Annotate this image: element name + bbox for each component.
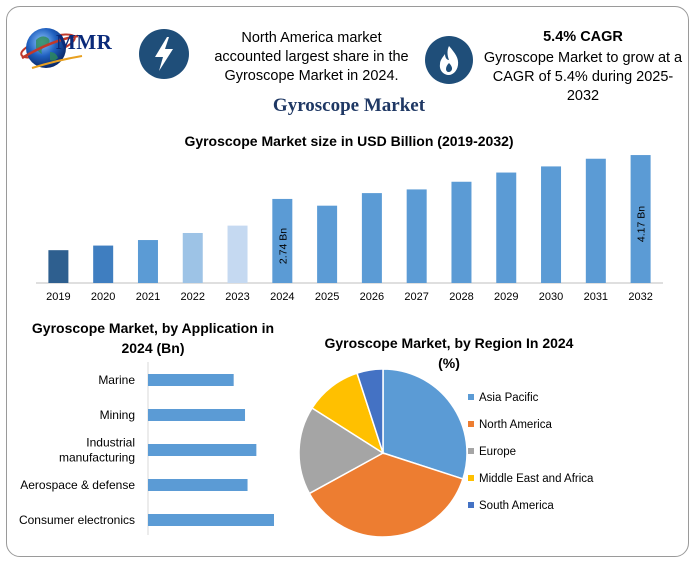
bar-2030 xyxy=(541,166,562,283)
legend-label: Asia Pacific xyxy=(479,392,539,404)
application-category-label: Industrial xyxy=(86,436,135,450)
legend-label: North America xyxy=(479,419,552,431)
infographic-frame xyxy=(6,6,689,557)
application-chart-title: Gyroscope Market, by Application in 2024… xyxy=(22,318,284,358)
fact-2-line: Gyroscope Market to grow at a xyxy=(483,50,683,66)
bar-2022 xyxy=(182,232,203,283)
x-tick-label: 2024 xyxy=(270,291,294,303)
x-tick-label: 2026 xyxy=(360,291,384,303)
x-tick-label: 2022 xyxy=(181,291,205,303)
brand-name: MMR xyxy=(56,30,113,54)
application-category-label: Consumer electronics xyxy=(19,513,135,527)
data-label: 4.17 Bn xyxy=(636,206,648,242)
mmr-logo xyxy=(20,28,83,69)
x-tick-label: 2025 xyxy=(315,291,339,303)
legend-swatch xyxy=(468,421,474,427)
bar-2029 xyxy=(496,172,517,283)
region-title-line: (%) xyxy=(438,355,460,371)
x-tick-label: 2021 xyxy=(136,291,160,303)
x-tick-label: 2029 xyxy=(494,291,518,303)
legend-swatch xyxy=(468,394,474,400)
bar-chart-title: Gyroscope Market size in USD Billion (20… xyxy=(184,133,514,149)
application-title-line: Gyroscope Market, by Application in xyxy=(31,320,275,336)
fact-text-2: Gyroscope Market to grow at a CAGR of 5.… xyxy=(478,49,688,106)
application-category-label: Aerospace & defense xyxy=(20,478,135,492)
bar-2024 xyxy=(272,198,293,283)
market-size-bar-chart: 2019 2020 2021 2022 2023 2024 2.74 Bn 2025 2026 2… xyxy=(36,155,663,303)
x-tick-label: 2023 xyxy=(225,291,249,303)
x-tick-label: 2027 xyxy=(404,291,428,303)
legend-swatch xyxy=(468,448,474,454)
legend-label: Europe xyxy=(479,446,516,458)
bar-2032 xyxy=(630,155,651,283)
application-bar xyxy=(148,479,248,491)
data-label: 2.74 Bn xyxy=(277,228,289,264)
bar-2031 xyxy=(585,158,606,283)
fact-1-line: North America market xyxy=(241,30,382,46)
bar-2027 xyxy=(406,189,427,283)
application-category-label: manufacturing xyxy=(59,451,135,465)
bar-2025 xyxy=(317,205,338,283)
bar-2020 xyxy=(93,245,114,283)
bar-2023 xyxy=(227,225,248,283)
region-chart-title: Gyroscope Market, by Region In 2024 (%) xyxy=(320,333,578,373)
bar-2019 xyxy=(48,250,69,283)
pie-slice xyxy=(298,406,385,495)
application-bar xyxy=(148,444,257,456)
pie-slice xyxy=(308,452,464,538)
x-tick-label: 2031 xyxy=(584,291,608,303)
pie-slice xyxy=(382,368,468,480)
x-tick-label: 2032 xyxy=(628,291,652,303)
legend-swatch xyxy=(468,502,474,508)
x-tick-label: 2030 xyxy=(539,291,563,303)
fact-2-line: CAGR of 5.4% during 2025-2032 xyxy=(492,69,674,104)
x-tick-label: 2020 xyxy=(91,291,115,303)
bar-2028 xyxy=(451,181,472,283)
fact-text-1: North America market accounted largest s… xyxy=(204,29,419,86)
cagr-headline: 5.4% CAGR xyxy=(543,29,623,45)
application-bar xyxy=(148,374,234,386)
application-category-label: Marine xyxy=(98,373,135,387)
legend-swatch xyxy=(468,475,474,481)
pie-slice xyxy=(356,368,384,454)
legend-label: Middle East and Africa xyxy=(479,473,594,485)
bar-2026 xyxy=(361,193,382,283)
lightning-bolt-icon xyxy=(155,37,173,71)
application-title-line: 2024 (Bn) xyxy=(121,340,185,356)
main-title: Gyroscope Market xyxy=(272,95,426,116)
fact-1-line: Gyroscope Market in 2024. xyxy=(224,68,399,84)
legend-label: South America xyxy=(479,500,554,512)
region-title-line: Gyroscope Market, by Region In 2024 xyxy=(324,335,574,351)
application-bar xyxy=(148,514,274,526)
fact-1-line: accounted largest share in the xyxy=(214,49,409,65)
application-bar xyxy=(148,409,246,421)
application-category-label: Mining xyxy=(100,408,135,422)
fact-badge-1 xyxy=(139,29,189,79)
x-tick-label: 2019 xyxy=(46,291,70,303)
bar-2021 xyxy=(137,240,158,283)
fact-badge-2 xyxy=(425,36,473,84)
flame-icon xyxy=(439,46,459,75)
x-tick-label: 2028 xyxy=(449,291,473,303)
